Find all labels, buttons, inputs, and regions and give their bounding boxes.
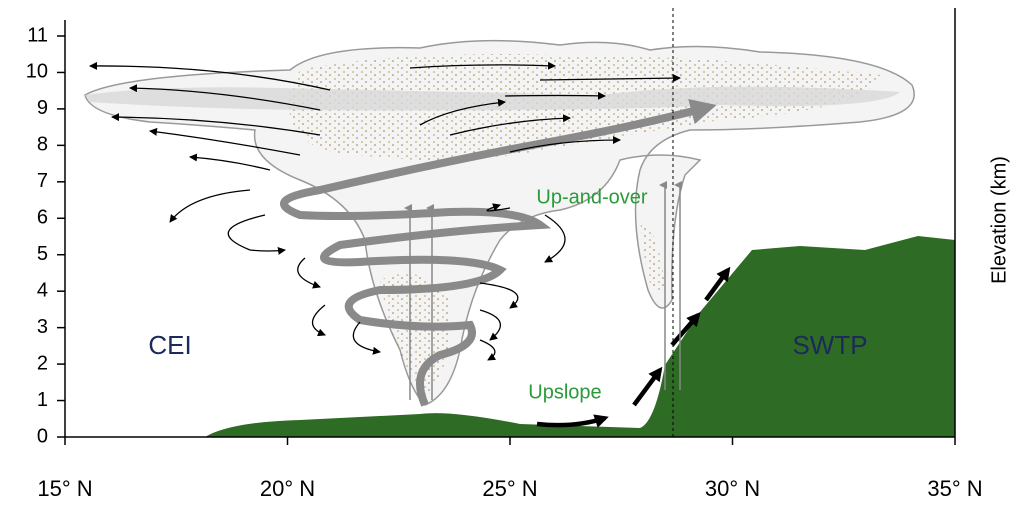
x-tick-label: 20° N bbox=[260, 476, 315, 501]
x-tick-label: 30° N bbox=[705, 476, 760, 501]
y-tick-label: 2 bbox=[37, 352, 48, 374]
y-tick-label: 9 bbox=[37, 97, 48, 119]
region-label: CEI bbox=[148, 330, 191, 360]
diagram: 0123456789101115° N20° N25° N30° N35° N … bbox=[0, 0, 1016, 507]
region-label: SWTP bbox=[792, 330, 867, 360]
y-tick-label: 10 bbox=[26, 61, 48, 83]
process-label: Up-and-over bbox=[536, 186, 648, 208]
y-tick-label: 1 bbox=[37, 389, 48, 411]
y-tick-label: 0 bbox=[37, 425, 48, 447]
y-tick-label: 11 bbox=[27, 24, 48, 46]
y-tick-label: 4 bbox=[37, 279, 48, 301]
page: 0123456789101115° N20° N25° N30° N35° N … bbox=[0, 0, 1016, 507]
x-tick-label: 25° N bbox=[482, 476, 537, 501]
y-tick-label: 7 bbox=[37, 170, 48, 192]
x-tick-label: 35° N bbox=[927, 476, 982, 501]
y-tick-label: 3 bbox=[37, 316, 48, 338]
x-tick-label: 15° N bbox=[37, 476, 92, 501]
y-tick-label: 6 bbox=[37, 207, 48, 229]
process-label: Upslope bbox=[528, 381, 601, 403]
y-tick-label: 5 bbox=[37, 243, 48, 265]
y-tick-label: 8 bbox=[37, 134, 48, 156]
y-axis-label: Elevation (km) bbox=[988, 156, 1010, 284]
